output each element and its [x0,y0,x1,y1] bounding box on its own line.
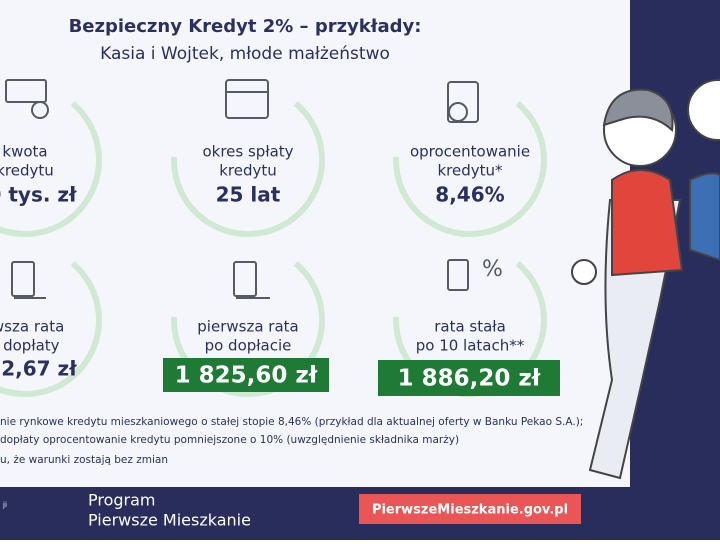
highlight-box [163,358,329,392]
card-label: rwsza rata [0,318,64,336]
subtitle: Kasia i Wojtek, młode małżeństwo [100,44,390,64]
card-label: z dopłaty [0,337,60,355]
svg-text:%: % [482,257,503,282]
card-value: 1 886,20 zł [398,366,541,392]
title: Bezpieczny Kredyt 2% – przykłady: [69,16,422,37]
card-value: 822,67 zł [0,357,77,381]
card-label: okres spłaty [202,143,293,161]
card-label: kredytu [0,162,54,180]
card-label: kredytu* [437,162,503,180]
url-button[interactable] [359,494,581,524]
card-value: 20 tys. zł [0,183,77,207]
logo-text: ji [2,501,7,509]
card-label: kredytu [219,162,277,180]
card-value: 25 lat [216,183,281,207]
card-label: pierwsza rata [197,318,298,336]
card-label: rata stała [434,318,506,336]
card-label: kwota [2,143,47,161]
footnote: nie rynkowe kredytu mieszkaniowego o sta… [0,416,583,428]
card-label: oprocentowanie [410,143,530,161]
icons: % [5,79,503,299]
card-value: 1 825,60 zł [175,363,318,389]
footnote: dopłaty oprocentowanie kredytu pomniejsz… [0,434,459,446]
program-line: Pierwsze Mieszkanie [88,511,251,530]
card-label: po 10 latach** [416,337,525,355]
highlight-box [378,360,560,396]
url-text[interactable]: PierwszeMieszkanie.gov.pl [372,503,568,518]
card-label: po dopłacie [205,337,292,355]
program-line: Program [88,491,156,510]
card-value: 8,46% [435,183,504,207]
illustration [571,79,720,480]
footnote: u, że warunki zostają bez zmian [0,454,168,466]
